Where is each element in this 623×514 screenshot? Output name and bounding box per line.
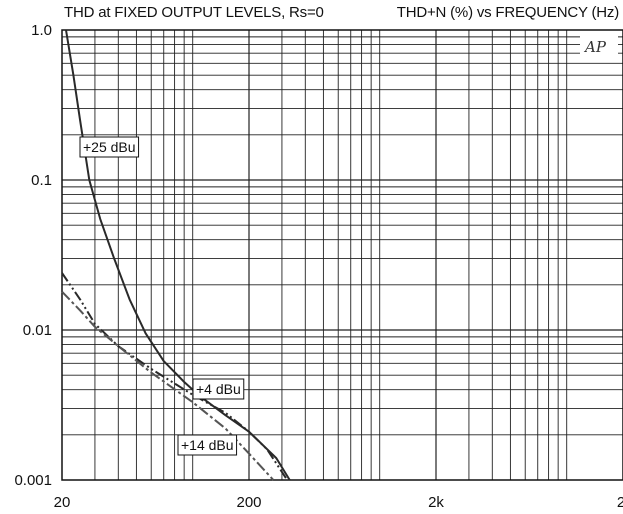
series-line (61, 291, 275, 481)
series-line (61, 272, 289, 481)
x-tick-label: 20k (617, 494, 623, 511)
chart-subtitle: THD+N (%) vs FREQUENCY (Hz) (396, 4, 619, 21)
y-tick-label: 1.0 (31, 22, 52, 39)
plot-frame (61, 29, 623, 481)
grid (62, 30, 623, 480)
chart-title: THD at FIXED OUTPUT LEVELS, Rs=0 (64, 4, 324, 21)
series-label: +25 dBu (79, 136, 140, 158)
series-label-text: +4 dBu (196, 381, 241, 397)
series-label-text: +14 dBu (181, 437, 234, 453)
series-label-box (79, 136, 140, 158)
ap-logo: AP (580, 36, 618, 56)
x-tick-label: 200 (236, 494, 261, 511)
y-tick-label: 0.1 (31, 172, 52, 189)
x-tick-label: 20 (54, 494, 71, 511)
series-labels: +25 dBu +4 dBu +14 dBu (79, 136, 245, 456)
series-label: +4 dBu (192, 378, 245, 400)
y-tick-label: 0.001 (14, 472, 52, 489)
series-label: +14 dBu (177, 434, 238, 456)
series-line (65, 29, 291, 481)
series-label-box (177, 434, 238, 456)
tick-labels: 20 200 2k 20k 1.0 0.1 0.01 0.001 (14, 22, 623, 511)
ap-logo-text: AP (583, 38, 607, 56)
series-label-text: +25 dBu (83, 139, 136, 155)
x-tick-label: 2k (428, 494, 444, 511)
y-tick-label: 0.01 (23, 322, 52, 339)
series-label-box (192, 378, 245, 400)
series-lines (61, 29, 291, 481)
